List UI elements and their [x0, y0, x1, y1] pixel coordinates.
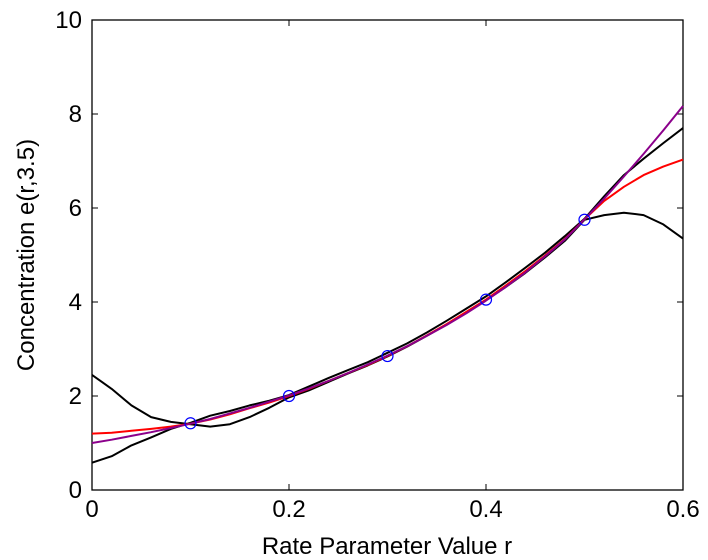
y-tick-label: 10	[55, 7, 82, 34]
data-point-marker	[282, 389, 296, 403]
data-point-marker	[381, 349, 394, 363]
y-tick-label: 8	[69, 101, 82, 128]
data-point-marker	[479, 293, 493, 306]
x-tick-label: 0	[85, 496, 98, 523]
y-tick-label: 2	[69, 383, 82, 410]
x-tick-label: 0.2	[272, 496, 305, 523]
data-point-marker	[578, 213, 591, 226]
series-layer	[91, 105, 684, 464]
x-tick-label: 0.6	[666, 496, 699, 523]
y-tick-label: 6	[69, 195, 82, 222]
y-axis-label: Concentration e(r,3.5)	[13, 139, 40, 371]
x-axis-label: Rate Parameter Value r	[262, 533, 512, 560]
plot-area	[91, 19, 684, 491]
tick-labels: 0 0.2 0.4 0.6 0 2 4 6 8 10	[55, 7, 699, 523]
ticks	[91, 19, 684, 491]
marker-layer	[184, 213, 591, 430]
x-tick-label: 0.4	[469, 496, 502, 523]
data-point-marker	[184, 417, 197, 430]
series-line-4	[91, 105, 684, 444]
y-tick-label: 4	[69, 289, 82, 316]
y-tick-label: 0	[69, 477, 82, 504]
